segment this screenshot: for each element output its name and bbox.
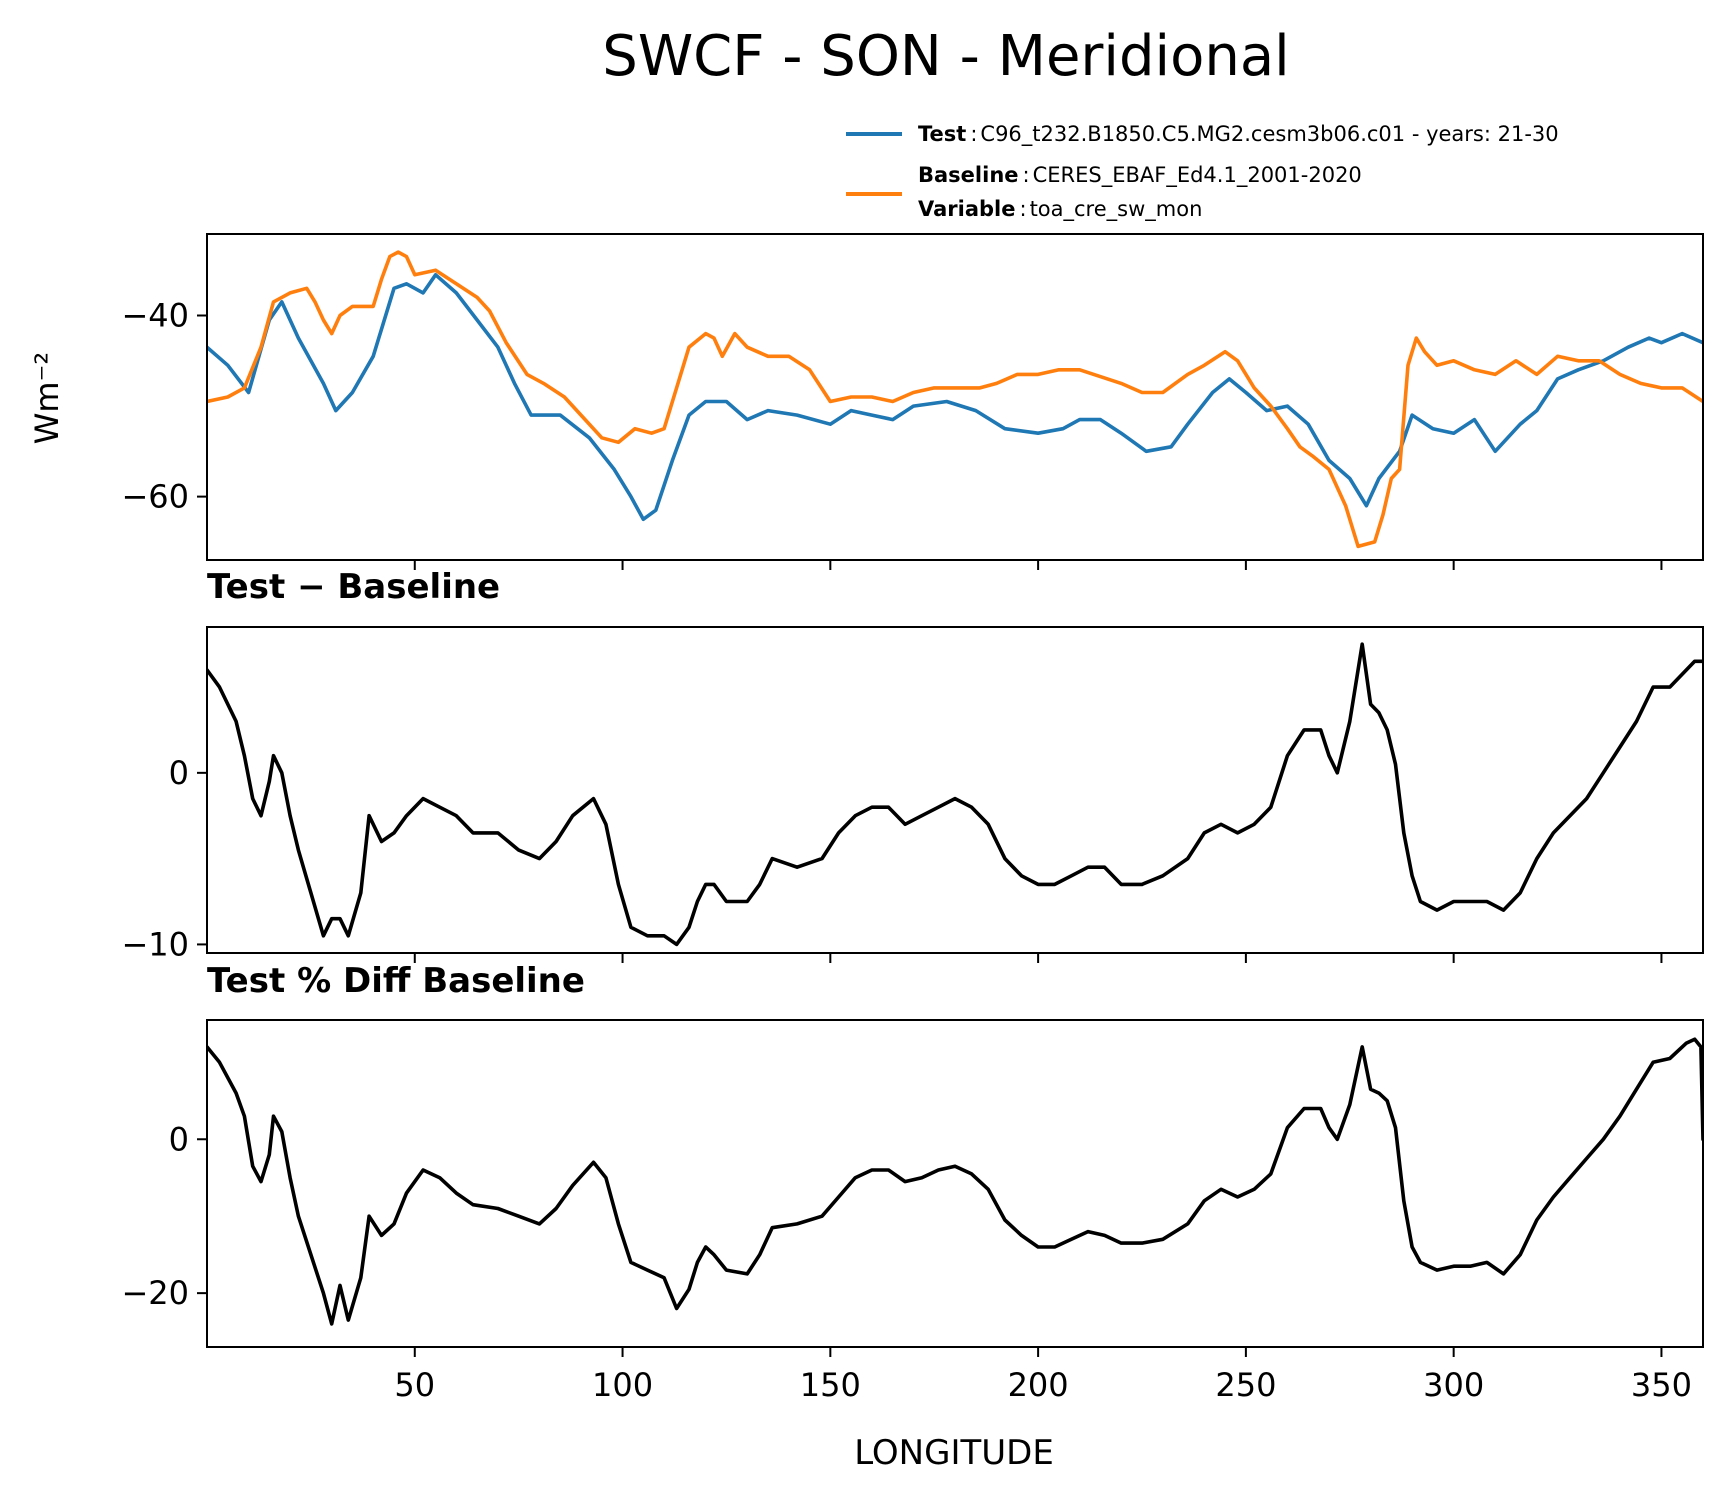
panel-1-y-tick-label-neg40: −40 [121,297,189,335]
figure-title: SWCF - SON - Meridional [602,24,1289,89]
panel-1-series-test-line [207,273,1703,522]
panel-1-y-tick-label-neg60: −60 [121,478,189,516]
panel-3-title: Test % Diff Baseline [207,961,585,1001]
panel-2-y-tick-label-neg10: −10 [121,925,189,963]
panel-3-y-tick-label-0: 0 [169,1120,189,1158]
panel-3-x-tick-label-50: 50 [394,1366,435,1404]
panel-3-test-percent-diff: 50 100 150 200 250 300 350 0 −20 [121,1019,1704,1404]
x-axis-label: LONGITUDE [854,1433,1054,1473]
panel-1-axes-frame [206,233,1704,561]
panel-2-title: Test − Baseline [207,567,500,607]
panel-3-x-tick-label-100: 100 [592,1366,653,1404]
legend-variable-label: Variable: toa_cre_sw_mon [918,197,1202,222]
panel-2-axes-frame [206,626,1704,954]
panel-3-x-tick-label-350: 350 [1631,1366,1692,1404]
panel-3-x-tick-label-300: 300 [1423,1366,1484,1404]
panel-2-series-difference-line [207,642,1703,947]
panel-3-x-tick-label-150: 150 [800,1366,861,1404]
panel-3-x-tick-label-200: 200 [1008,1366,1069,1404]
panel-3-y-tick-label-neg20: −20 [121,1274,189,1312]
panel-1-ylabel: Wm⁻² [28,352,66,445]
legend-test-label: Test: C96_t232.B1850.C5.MG2.cesm3b06.c01 … [918,122,1559,147]
panel-1-series-baseline-line [207,250,1703,549]
panel-3-series-difference-line [207,1037,1703,1326]
legend: Test: C96_t232.B1850.C5.MG2.cesm3b06.c01 … [846,122,1559,222]
panel-3-axes-frame [206,1019,1704,1348]
panel-2-y-tick-label-0: 0 [169,754,189,792]
panel-2-test-minus-baseline: 0 −10 [121,626,1704,963]
panel-1-sw-cloud-forcing: −40 −60 [121,233,1704,570]
legend-baseline-label: Baseline: CERES_EBAF_Ed4.1_2001-2020 [918,163,1362,188]
panel-3-x-tick-label-250: 250 [1215,1366,1276,1404]
